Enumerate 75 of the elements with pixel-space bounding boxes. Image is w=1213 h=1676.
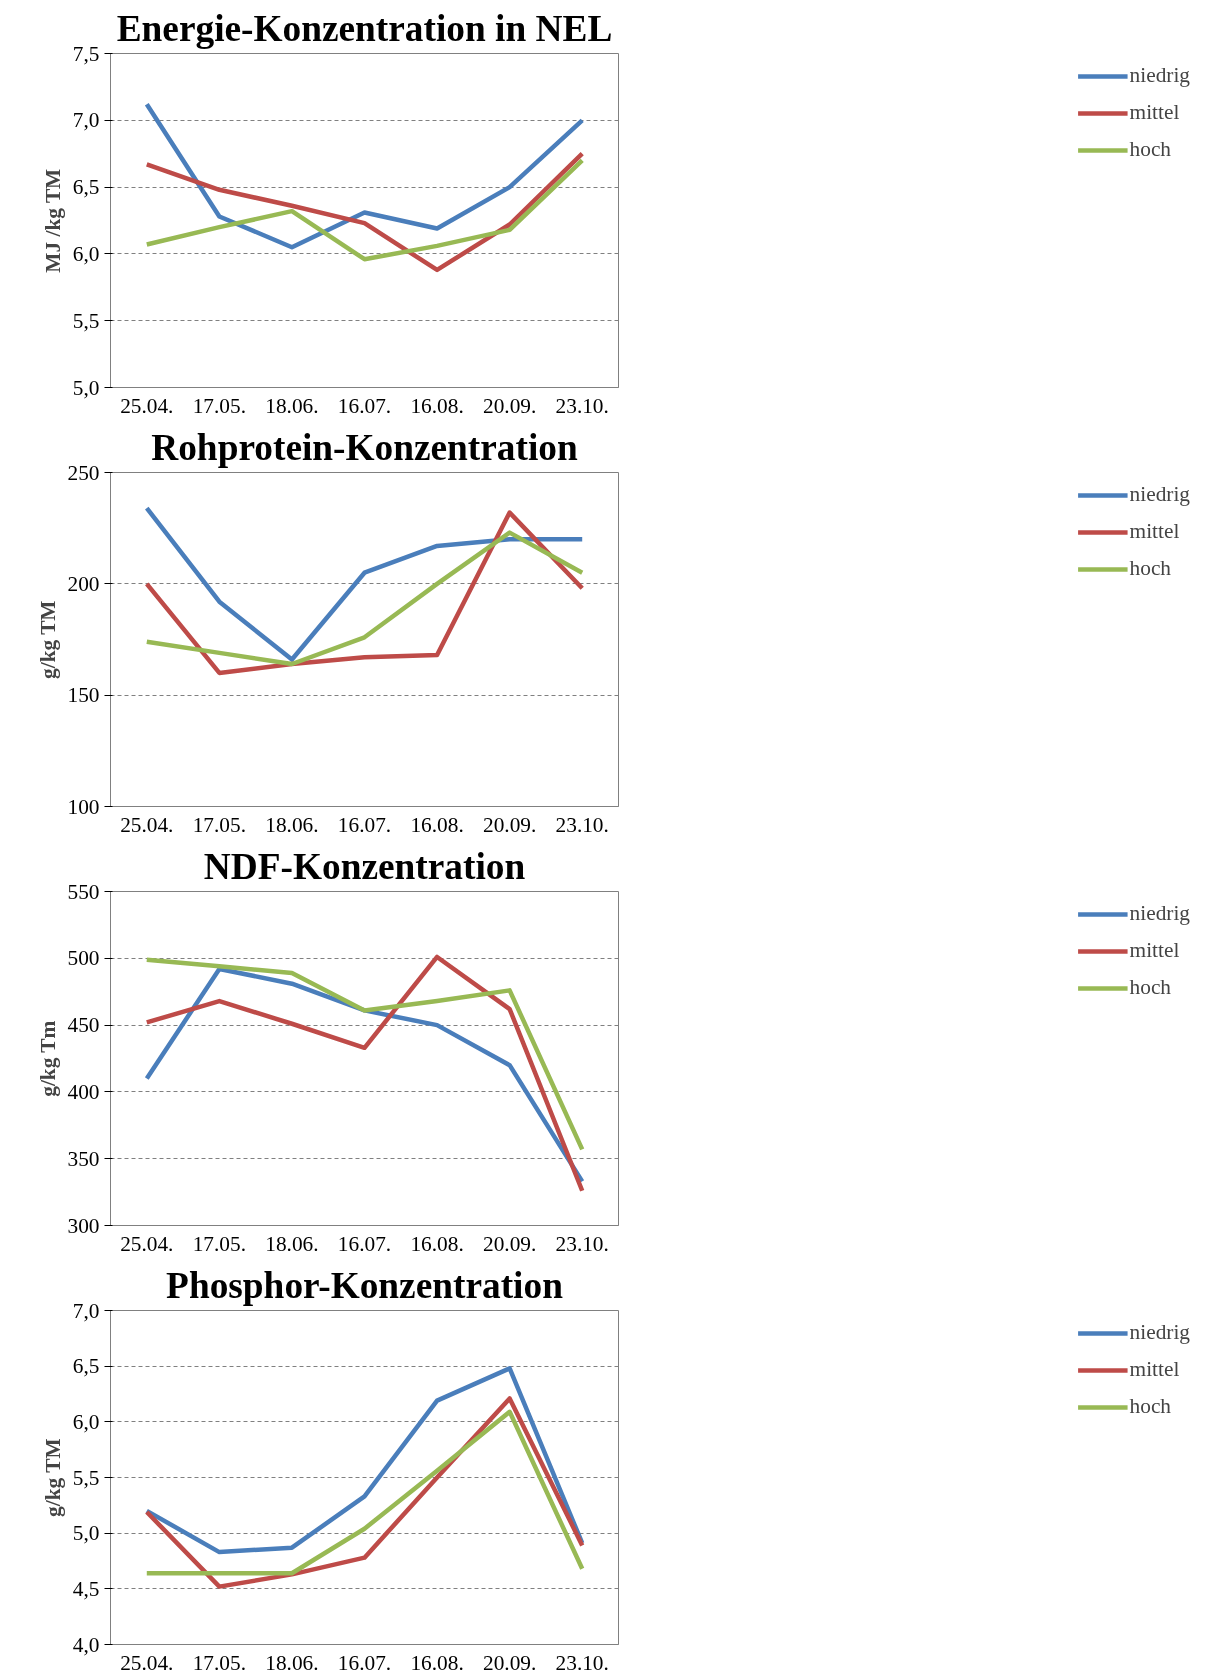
x-tick-label: 23.10.: [555, 1650, 609, 1675]
legend-label: niedrig: [1129, 1320, 1190, 1345]
y-axis-title: g/kg TM: [40, 1438, 65, 1517]
legend-label: mittel: [1129, 1357, 1180, 1382]
x-tick-label: 23.10.: [555, 393, 609, 418]
legend-label: hoch: [1129, 137, 1172, 162]
y-tick-label: 5,0: [72, 1521, 100, 1546]
y-axis-title: MJ /kg TM: [40, 168, 65, 273]
y-tick-label: 7,0: [72, 108, 100, 133]
chart-title: Energie-Konzentration in NEL: [116, 7, 613, 49]
x-tick-label: 17.05.: [192, 812, 247, 837]
x-tick-label: 18.06.: [265, 393, 319, 418]
y-tick-label: 5,5: [72, 308, 100, 333]
y-tick-label: 200: [67, 571, 100, 596]
line-series: [144, 102, 585, 250]
x-tick-label: 16.07.: [337, 1231, 392, 1256]
y-tick-label: 5,5: [72, 1465, 100, 1490]
y-tick-label: 100: [67, 794, 100, 819]
x-tick-label: 16.07.: [337, 1650, 392, 1675]
y-tick-label: 6,5: [72, 175, 100, 200]
legend-label: mittel: [1129, 938, 1180, 963]
x-tick-label: 16.08.: [410, 393, 464, 418]
x-tick-label: 17.05.: [192, 393, 247, 418]
y-tick-label: 500: [67, 946, 100, 971]
x-tick-label: 25.04.: [120, 1231, 174, 1256]
x-tick-label: 18.06.: [265, 1231, 319, 1256]
line-series: [144, 1366, 585, 1555]
legend-label: hoch: [1129, 1394, 1172, 1419]
y-tick-label: 150: [67, 683, 100, 708]
x-tick-label: 23.10.: [555, 1231, 609, 1256]
y-tick-label: 550: [67, 879, 100, 904]
legend-label: hoch: [1129, 975, 1172, 1000]
y-tick-label: 4,0: [72, 1632, 100, 1657]
line-series: [144, 957, 585, 1152]
x-tick-label: 20.09.: [482, 1650, 537, 1675]
legend-label: mittel: [1129, 519, 1180, 544]
y-tick-label: 350: [67, 1146, 100, 1171]
legend-label: niedrig: [1129, 901, 1190, 926]
chart-title: Phosphor-Konzentration: [166, 1264, 564, 1306]
x-tick-label: 16.08.: [410, 1650, 464, 1675]
y-axis-title: g/kg Tm: [35, 1020, 60, 1097]
line-series: [144, 530, 585, 667]
x-tick-label: 16.08.: [410, 812, 464, 837]
x-tick-label: 20.09.: [482, 1231, 537, 1256]
y-tick-label: 6,5: [72, 1354, 100, 1379]
x-tick-label: 16.08.: [410, 1231, 464, 1256]
chart-title: Rohprotein-Konzentration: [151, 426, 578, 468]
legend-label: niedrig: [1129, 63, 1190, 88]
x-tick-label: 25.04.: [120, 393, 174, 418]
legend-label: mittel: [1129, 100, 1180, 125]
legend-label: hoch: [1129, 556, 1172, 581]
x-tick-label: 18.06.: [265, 812, 319, 837]
y-tick-label: 300: [67, 1213, 100, 1238]
x-tick-label: 20.09.: [482, 393, 537, 418]
y-tick-label: 6,0: [72, 241, 100, 266]
chart-title: NDF-Konzentration: [203, 845, 526, 887]
y-tick-label: 400: [67, 1079, 100, 1104]
x-tick-label: 17.05.: [192, 1231, 247, 1256]
y-tick-label: 450: [67, 1013, 100, 1038]
y-tick-label: 6,0: [72, 1409, 100, 1434]
x-tick-label: 25.04.: [120, 1650, 174, 1675]
y-tick-label: 4,5: [72, 1576, 100, 1601]
y-tick-label: 250: [67, 460, 100, 485]
y-axis-title: g/kg TM: [35, 600, 60, 679]
y-tick-label: 5,0: [72, 375, 100, 400]
y-tick-label: 7,5: [72, 41, 100, 66]
legend-label: niedrig: [1129, 482, 1190, 507]
y-tick-label: 7,0: [72, 1298, 100, 1323]
x-tick-label: 18.06.: [265, 1650, 319, 1675]
x-tick-label: 16.07.: [337, 812, 392, 837]
x-tick-label: 16.07.: [337, 393, 392, 418]
x-tick-label: 23.10.: [555, 812, 609, 837]
x-tick-label: 25.04.: [120, 812, 174, 837]
x-tick-label: 17.05.: [192, 1650, 247, 1675]
x-tick-label: 20.09.: [482, 812, 537, 837]
